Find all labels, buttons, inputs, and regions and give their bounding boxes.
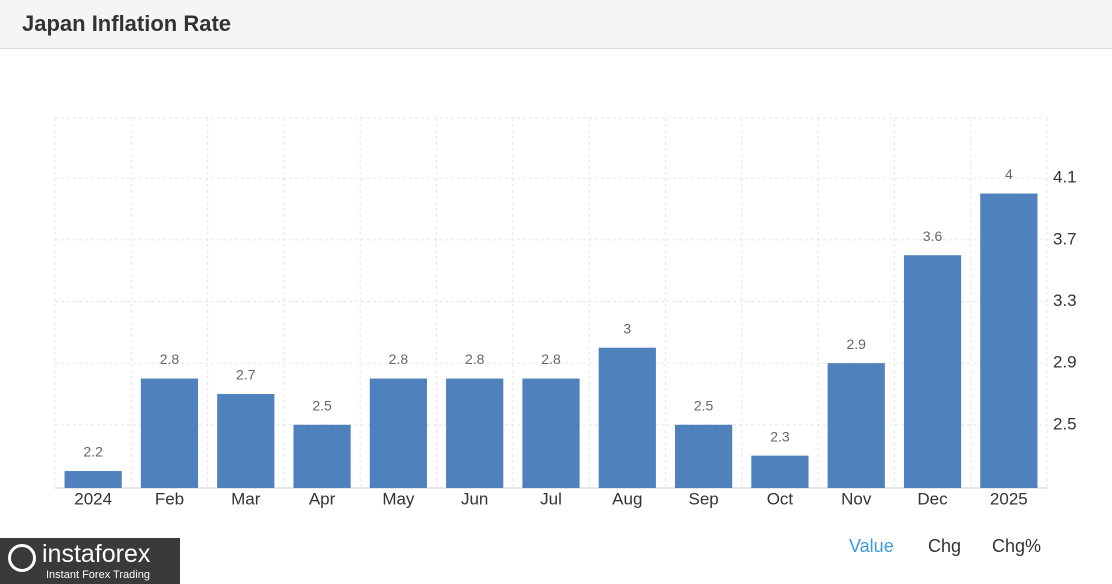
x-tick-label: Apr: [309, 489, 336, 508]
value-label: 2.8: [389, 351, 409, 367]
x-tick-label: Mar: [231, 489, 261, 508]
x-tick-label: Jun: [461, 489, 488, 508]
bar: [522, 378, 580, 488]
bar: [446, 378, 504, 488]
header: Japan Inflation Rate: [0, 0, 1112, 49]
bar: [598, 347, 656, 488]
bar: [140, 378, 199, 488]
logo: [8, 544, 36, 572]
bar: [64, 471, 122, 488]
value-label: 2.8: [465, 351, 485, 367]
y-tick-label: 3.3: [1053, 291, 1077, 310]
tagline: Instant Forex Trading: [46, 569, 150, 581]
value-label: 2.9: [846, 336, 866, 352]
bar: [751, 455, 809, 488]
y-tick-label: 4.1: [1053, 168, 1077, 187]
tab[interactable]: Chg: [928, 536, 962, 556]
x-tick-label: Feb: [155, 489, 184, 508]
x-tick-label: Oct: [767, 489, 794, 508]
value-label: 2.7: [236, 367, 256, 383]
tab[interactable]: Value: [849, 536, 894, 556]
value-label: 2.5: [312, 397, 332, 413]
y-tick-label: 3.7: [1053, 229, 1077, 248]
bar: [903, 255, 962, 488]
y-tick-label: 2.5: [1053, 414, 1077, 433]
value-label: 3.6: [923, 228, 943, 244]
bar: [980, 193, 1038, 488]
bar: [675, 424, 733, 488]
x-tick-label: 2024: [74, 489, 112, 508]
value-label: 4: [1005, 166, 1013, 182]
value-label: 3: [623, 320, 631, 336]
tab[interactable]: Chg%: [992, 536, 1042, 556]
x-tick-label: Sep: [688, 489, 718, 508]
x-tick-label: Aug: [612, 489, 642, 508]
chart-title: Japan Inflation Rate: [22, 11, 232, 36]
value-label: 2.3: [770, 428, 790, 444]
bar: [369, 378, 427, 488]
x-tick-label: Jul: [540, 489, 562, 508]
value-label: 2.8: [160, 351, 180, 367]
x-tick-label: Nov: [841, 489, 872, 508]
value-label: 2.8: [541, 351, 561, 367]
value-label: 2.2: [83, 444, 103, 460]
x-tick-label: May: [382, 489, 415, 508]
watermark: instaforex Instant Forex Trading: [0, 538, 180, 584]
x-tick-label: 2025: [990, 489, 1028, 508]
bar: [827, 363, 885, 488]
y-tick-label: 2.9: [1053, 353, 1077, 372]
x-tick-label: Dec: [917, 489, 948, 508]
bar: [217, 393, 275, 488]
value-label: 2.5: [694, 397, 714, 413]
bar: [293, 424, 351, 488]
brand: instaforex: [42, 540, 151, 568]
